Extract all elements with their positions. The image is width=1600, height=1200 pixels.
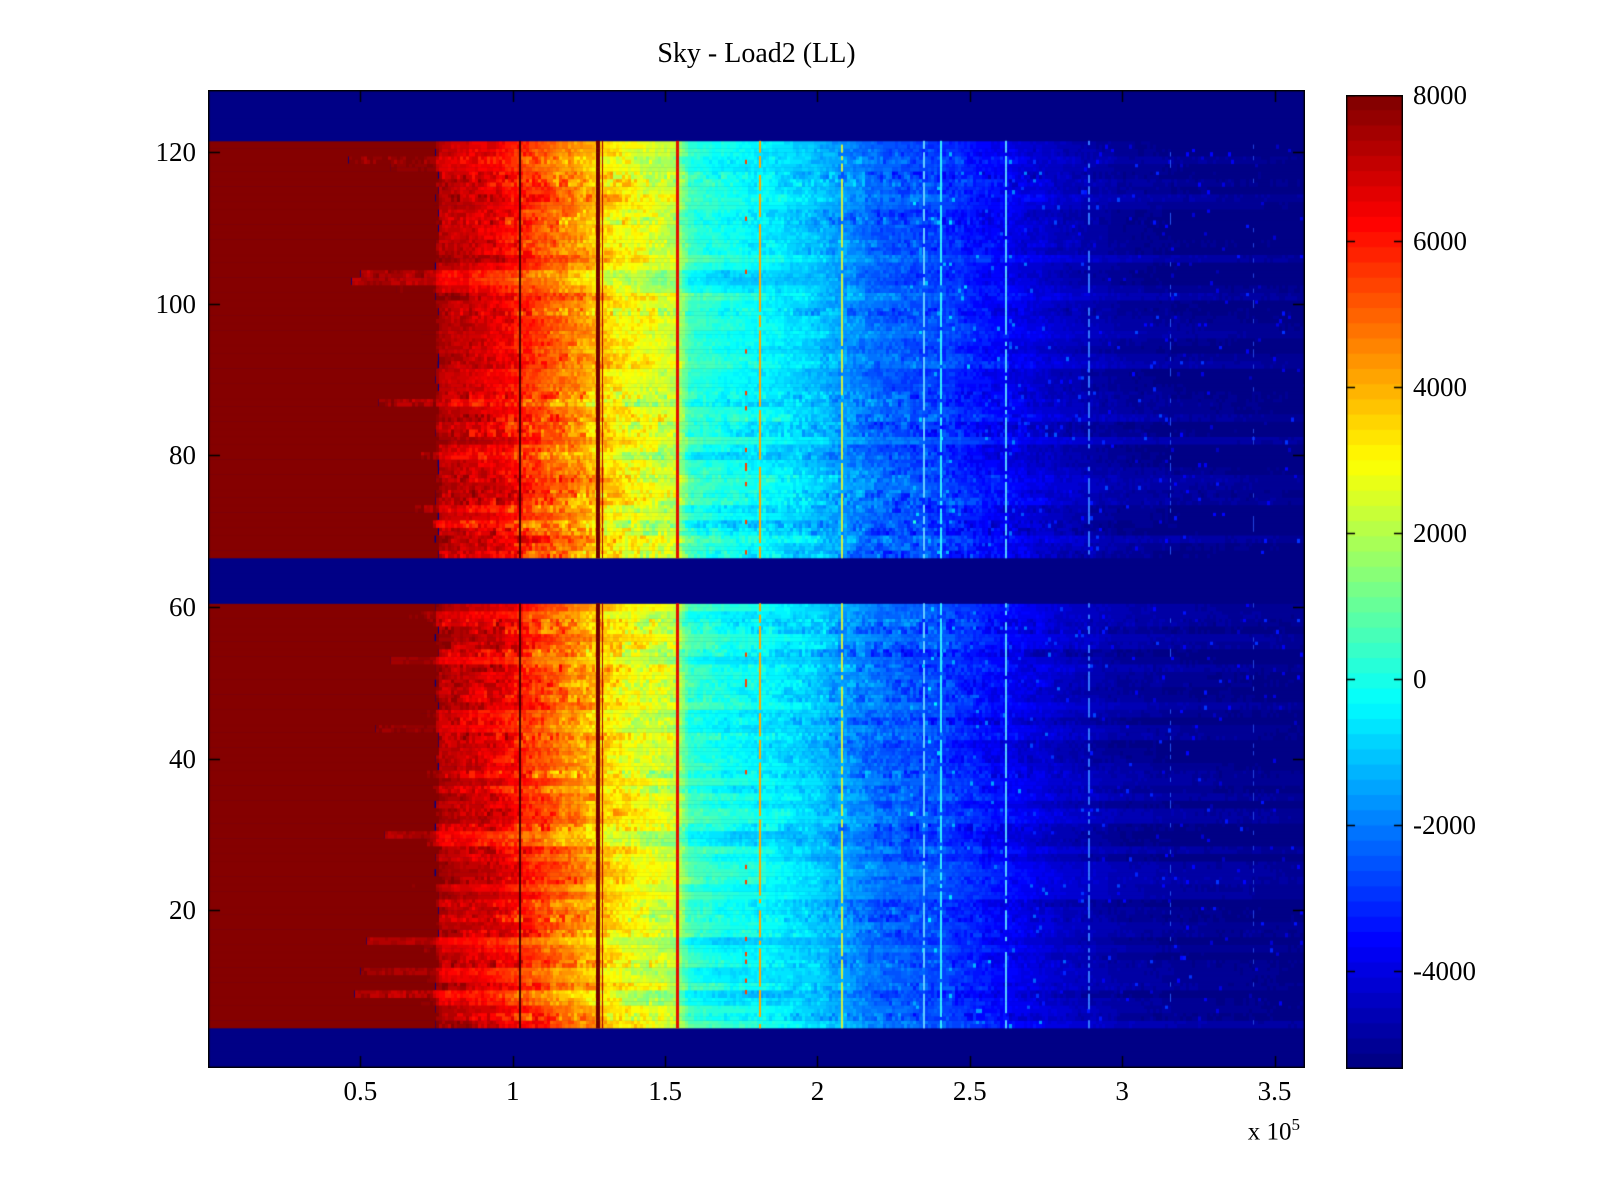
colorbar-tick-label: 0 bbox=[1413, 664, 1427, 695]
y-tick-label: 40 bbox=[169, 743, 196, 774]
x-tick-label: 1 bbox=[505, 1076, 520, 1106]
y-tick-label: 80 bbox=[169, 440, 196, 471]
colorbar-tick-label: 6000 bbox=[1413, 226, 1467, 256]
y-tick-label: 60 bbox=[169, 592, 196, 623]
heatmap-plot-area bbox=[208, 90, 1305, 1068]
x-axis-scale-label: x 105 bbox=[1100, 1115, 1300, 1146]
y-tick-label: 120 bbox=[155, 137, 197, 168]
y-tick-label: 100 bbox=[155, 288, 197, 319]
colorbar-tick-label: -4000 bbox=[1413, 956, 1476, 987]
x-tick-label: 3 bbox=[1115, 1076, 1129, 1106]
x-tick-label: 2.5 bbox=[952, 1076, 987, 1106]
colorbar-tick-label: 2000 bbox=[1413, 518, 1467, 548]
colorbar-tick-label: -2000 bbox=[1413, 810, 1476, 841]
chart-title: Sky - Load2 (LL) bbox=[657, 38, 856, 69]
x-axis-scale-prefix: x 10 bbox=[1247, 1118, 1292, 1146]
x-tick-label: 3.5 bbox=[1257, 1076, 1292, 1106]
y-tick-label: 20 bbox=[169, 895, 196, 926]
x-tick-label: 2 bbox=[810, 1076, 825, 1106]
colorbar bbox=[1346, 95, 1403, 1069]
colorbar-tick-label: 8000 bbox=[1413, 80, 1467, 110]
colorbar-tick-label: 4000 bbox=[1413, 372, 1467, 402]
x-tick-label: 0.5 bbox=[343, 1076, 378, 1106]
x-axis-scale-exponent: 5 bbox=[1291, 1115, 1301, 1134]
x-tick-label: 1.5 bbox=[648, 1076, 682, 1106]
